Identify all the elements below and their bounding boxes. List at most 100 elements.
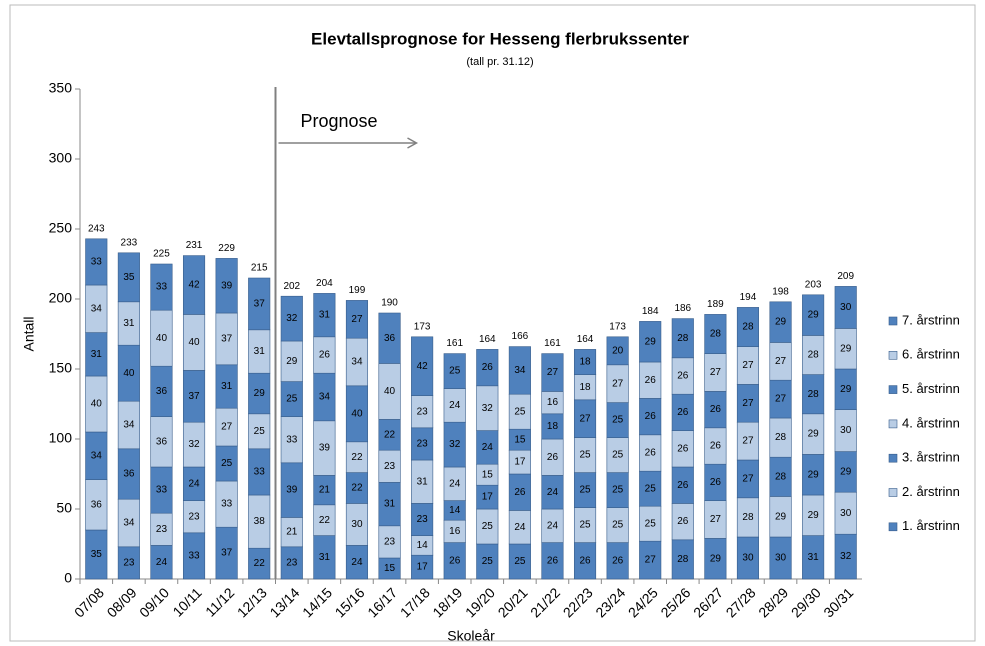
value-label: 26	[677, 371, 689, 382]
value-label: 24	[482, 442, 494, 453]
value-label: 33	[156, 282, 168, 293]
total-label: 189	[707, 299, 724, 310]
legend-swatch	[888, 419, 898, 429]
value-label: 29	[808, 310, 820, 321]
value-label: 24	[449, 478, 461, 489]
total-label: 199	[349, 285, 366, 296]
value-label: 33	[91, 257, 103, 268]
value-label: 25	[612, 520, 624, 531]
total-label: 225	[153, 249, 170, 260]
value-label: 31	[319, 552, 331, 563]
value-label: 27	[710, 367, 722, 378]
total-label: 229	[218, 243, 235, 254]
value-label: 32	[188, 439, 200, 450]
value-label: 25	[612, 450, 624, 461]
bar-segment	[736, 307, 760, 347]
bar-segment	[182, 255, 206, 315]
value-label: 31	[319, 310, 331, 321]
value-label: 28	[808, 350, 820, 361]
value-label: 36	[156, 436, 168, 447]
legend-swatch	[888, 316, 898, 326]
value-label: 40	[156, 333, 168, 344]
legend-label: 7. årstrinn	[902, 312, 960, 327]
value-label: 39	[221, 280, 233, 291]
legend-label: 5. årstrinn	[902, 381, 960, 396]
value-label: 33	[254, 467, 266, 478]
y-tick-label: 50	[56, 500, 72, 516]
value-label: 26	[645, 375, 657, 386]
value-label: 27	[579, 413, 591, 424]
value-label: 23	[417, 514, 429, 525]
value-label: 25	[482, 521, 494, 532]
value-label: 22	[351, 483, 363, 494]
value-label: 31	[417, 476, 429, 487]
value-label: 28	[808, 389, 820, 400]
bar-segment	[313, 293, 336, 338]
bar-segment	[248, 277, 271, 331]
value-label: 28	[742, 512, 754, 523]
total-label: 194	[740, 292, 757, 303]
value-label: 26	[677, 407, 689, 418]
value-label: 37	[254, 299, 266, 310]
total-label: 184	[642, 306, 659, 317]
bar-segment	[345, 300, 369, 339]
value-label: 26	[677, 516, 689, 527]
value-label: 24	[188, 478, 200, 489]
value-label: 40	[123, 368, 135, 379]
value-label: 27	[221, 422, 233, 433]
y-tick-label: 300	[49, 150, 73, 166]
legend-swatch	[888, 522, 898, 532]
value-label: 26	[710, 404, 722, 415]
value-label: 36	[91, 499, 103, 510]
value-label: 27	[742, 398, 754, 409]
value-label: 29	[645, 336, 657, 347]
value-label: 30	[351, 519, 363, 530]
value-label: 34	[123, 420, 135, 431]
value-label: 28	[775, 471, 787, 482]
y-tick-label: 200	[49, 290, 73, 306]
value-label: 28	[710, 329, 722, 340]
chart-subtitle: (tall pr. 31.12)	[466, 56, 533, 68]
value-label: 33	[221, 499, 233, 510]
value-label: 15	[514, 434, 526, 445]
value-label: 24	[351, 557, 363, 568]
total-label: 204	[316, 278, 333, 289]
value-label: 29	[775, 317, 787, 328]
value-label: 26	[449, 555, 461, 566]
total-label: 202	[283, 281, 300, 292]
bar-segment	[117, 252, 140, 303]
bar-segment	[378, 312, 401, 364]
total-label: 166	[512, 331, 529, 342]
legend-swatch	[888, 385, 898, 394]
value-label: 26	[319, 350, 331, 361]
total-label: 190	[381, 298, 398, 309]
value-label: 25	[645, 483, 657, 494]
value-label: 31	[254, 346, 266, 357]
value-label: 27	[742, 474, 754, 485]
bar-segment	[769, 301, 792, 343]
total-label: 243	[88, 223, 105, 234]
value-label: 33	[188, 551, 200, 562]
value-label: 26	[677, 480, 689, 491]
value-label: 34	[91, 303, 103, 314]
value-label: 35	[123, 272, 135, 283]
total-label: 186	[674, 303, 691, 314]
value-label: 30	[840, 425, 852, 436]
value-label: 24	[547, 487, 559, 498]
value-label: 31	[808, 552, 820, 563]
value-label: 23	[123, 558, 135, 569]
bar-segment	[704, 314, 727, 354]
value-label: 25	[254, 426, 266, 437]
bar-segment	[541, 353, 564, 392]
value-label: 40	[384, 386, 396, 397]
value-label: 22	[319, 515, 331, 526]
value-label: 40	[188, 337, 200, 348]
value-label: 26	[482, 362, 494, 373]
total-label: 233	[121, 237, 138, 248]
value-label: 38	[254, 516, 266, 527]
legend-label: 4. årstrinn	[902, 415, 960, 430]
bar-segment	[671, 318, 694, 359]
total-label: 209	[837, 271, 854, 282]
bar-segment	[802, 294, 825, 336]
value-label: 14	[417, 540, 429, 551]
